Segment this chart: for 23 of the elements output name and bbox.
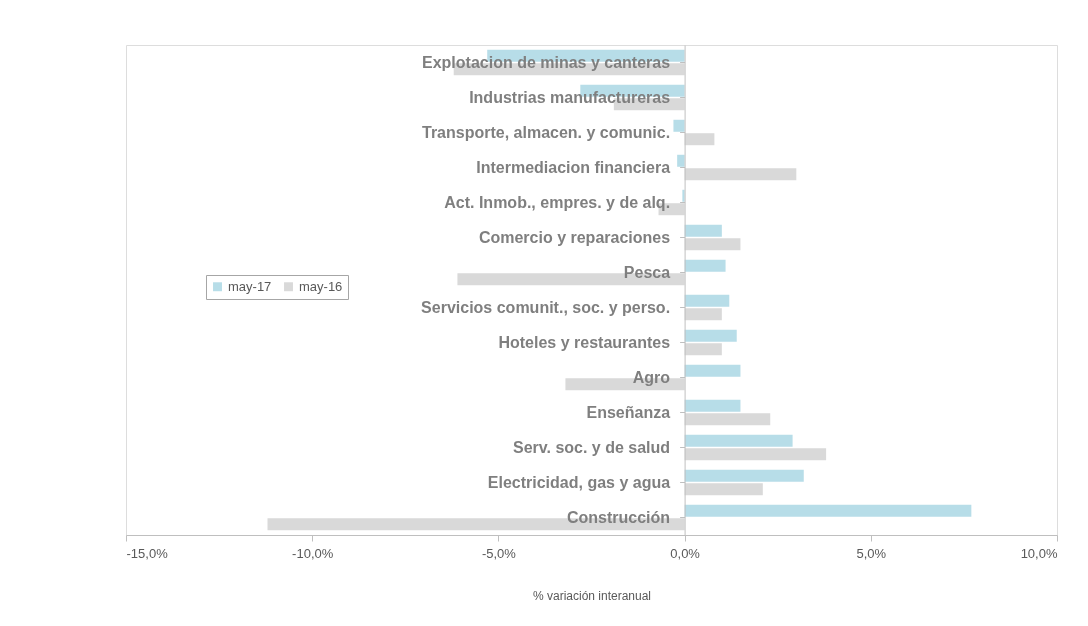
y-tick-label: Servicios comunit., soc. y perso. bbox=[421, 298, 671, 316]
x-axis-title: % variación interanual bbox=[532, 588, 652, 603]
y-tick-label: Hoteles y restaurantes bbox=[498, 333, 671, 351]
x-tick-label: -10,0% bbox=[292, 545, 334, 561]
x-tick-label: -5,0% bbox=[481, 545, 517, 561]
x-tick-label: 0,0% bbox=[670, 545, 701, 561]
y-tick-label: Enseñanza bbox=[586, 403, 671, 421]
legend-label: may-17 bbox=[228, 278, 272, 294]
y-tick-label: Explotacion de minas y canteras bbox=[422, 53, 671, 71]
y-tick-label: Intermediacion financiera bbox=[476, 158, 671, 176]
y-tick-label: Pesca bbox=[623, 263, 671, 281]
x-tick-label: -15,0% bbox=[126, 545, 169, 561]
y-tick-label: Construcción bbox=[566, 508, 671, 526]
y-tick-label: Electricidad, gas y agua bbox=[487, 473, 671, 491]
y-tick-label: Transporte, almacen. y comunic. bbox=[422, 123, 671, 141]
legend-label: may-16 bbox=[299, 278, 343, 294]
y-tick-label: Act. Inmob., empres. y de alq. bbox=[444, 193, 671, 211]
x-tick-label: 10,0% bbox=[1020, 545, 1058, 561]
y-tick-label: Agro bbox=[632, 368, 671, 386]
y-tick-label: Serv. soc. y de salud bbox=[512, 438, 671, 456]
y-tick-label: Industrias manufactureras bbox=[469, 88, 671, 106]
x-tick-label: 5,0% bbox=[856, 545, 887, 561]
y-tick-label: Comercio y reparaciones bbox=[478, 228, 671, 246]
